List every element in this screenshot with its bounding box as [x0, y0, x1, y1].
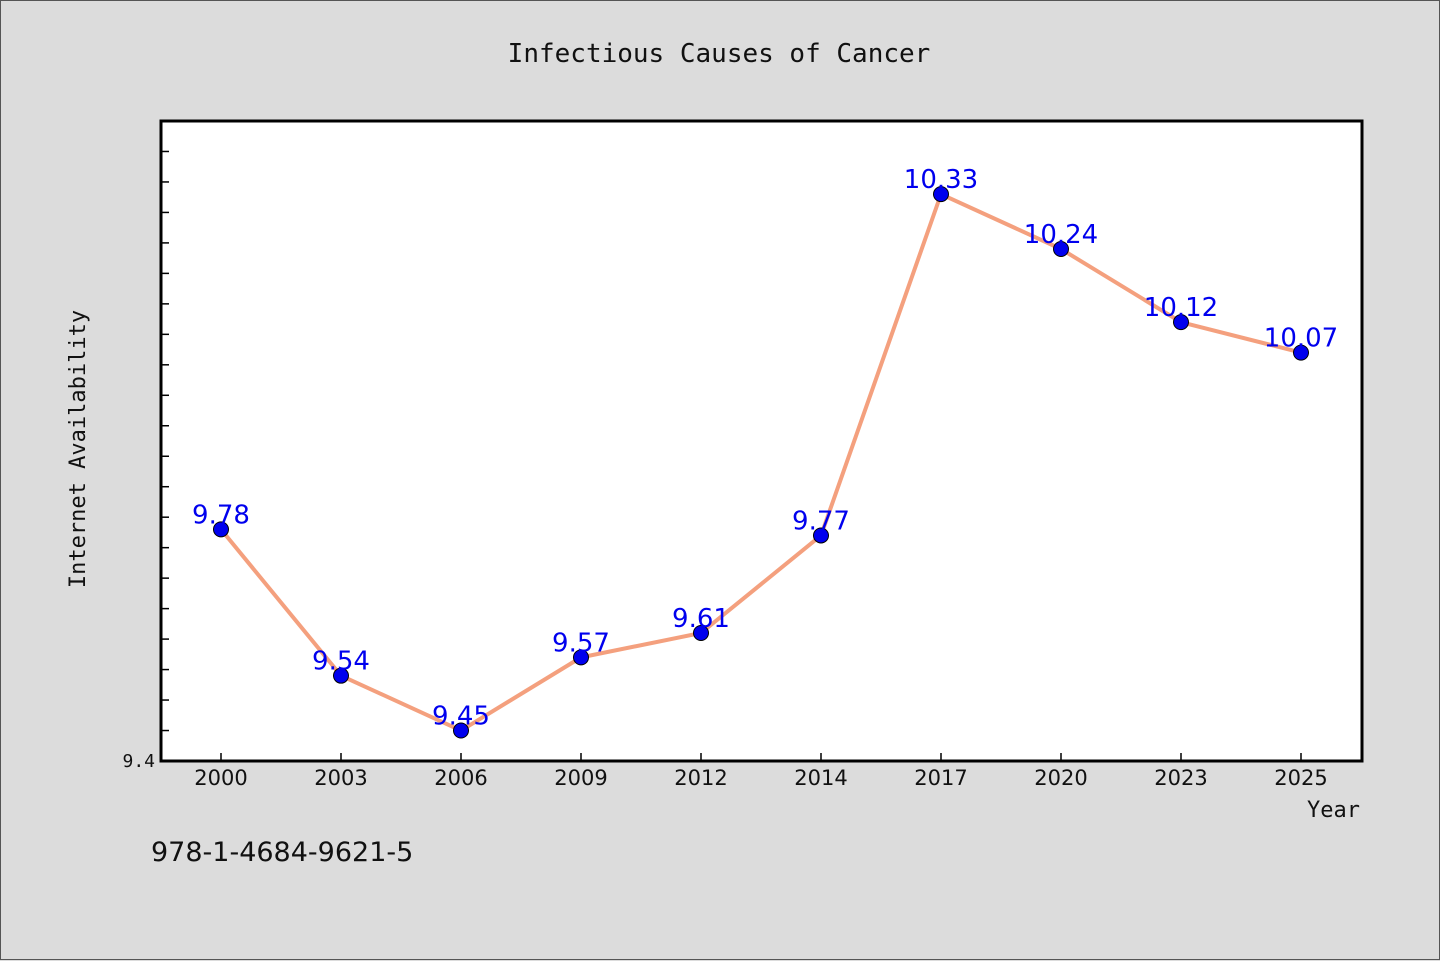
data-label: 9.77 [792, 506, 850, 536]
x-axis-label: Year [1307, 798, 1360, 823]
data-point [333, 667, 349, 684]
data-label: 10.07 [1264, 324, 1338, 354]
data-point [1053, 241, 1069, 257]
data-label: 10.24 [1024, 220, 1098, 250]
data-label: 10.33 [904, 165, 978, 195]
isbn-text: 978-1-4684-9621-5 [151, 837, 414, 868]
series-line [219, 192, 1302, 733]
data-point [213, 521, 229, 538]
y-axis-label: Internet Availability [66, 310, 91, 588]
data-point [933, 186, 949, 203]
x-tick-label: 2025 [1274, 766, 1327, 790]
x-tick-label: 2020 [1034, 766, 1087, 790]
data-point [1173, 314, 1189, 331]
series-markers [213, 186, 1309, 739]
x-tick-label: 2012 [674, 766, 727, 790]
data-label: 9.57 [552, 628, 610, 658]
data-label: 9.45 [432, 702, 490, 732]
data-label: 9.61 [672, 604, 730, 634]
x-tick-label: 2006 [434, 766, 487, 790]
x-tick-label: 2017 [914, 766, 967, 790]
y-axis-ticks [161, 150, 169, 762]
chart-title: Infectious Causes of Cancer [508, 39, 931, 69]
x-tick-label: 2000 [194, 766, 247, 790]
data-point [693, 625, 709, 641]
data-point [1293, 344, 1309, 361]
data-point [573, 649, 589, 666]
plot-area [159, 119, 1364, 763]
x-axis-tick-labels: 2000 2003 2006 2009 2012 2014 2017 2020 2023 2025 [194, 766, 1327, 790]
y-tick-label: 9.4 [122, 751, 155, 772]
data-point [453, 722, 469, 739]
x-axis-ticks [220, 753, 1302, 761]
data-label: 9.78 [192, 500, 250, 530]
data-label: 10.12 [1144, 293, 1218, 323]
x-tick-label: 2023 [1154, 766, 1207, 790]
data-label: 9.54 [312, 647, 370, 677]
x-tick-label: 2014 [794, 766, 847, 790]
x-tick-label: 2009 [554, 766, 607, 790]
data-labels: 9.78 9.54 9.45 9.57 9.61 9.77 10.33 10.24 10.12 1… [192, 165, 1338, 731]
y-axis-tick-labels: 9.4 [122, 751, 155, 772]
x-tick-label: 2003 [314, 766, 367, 790]
data-point [813, 527, 829, 544]
